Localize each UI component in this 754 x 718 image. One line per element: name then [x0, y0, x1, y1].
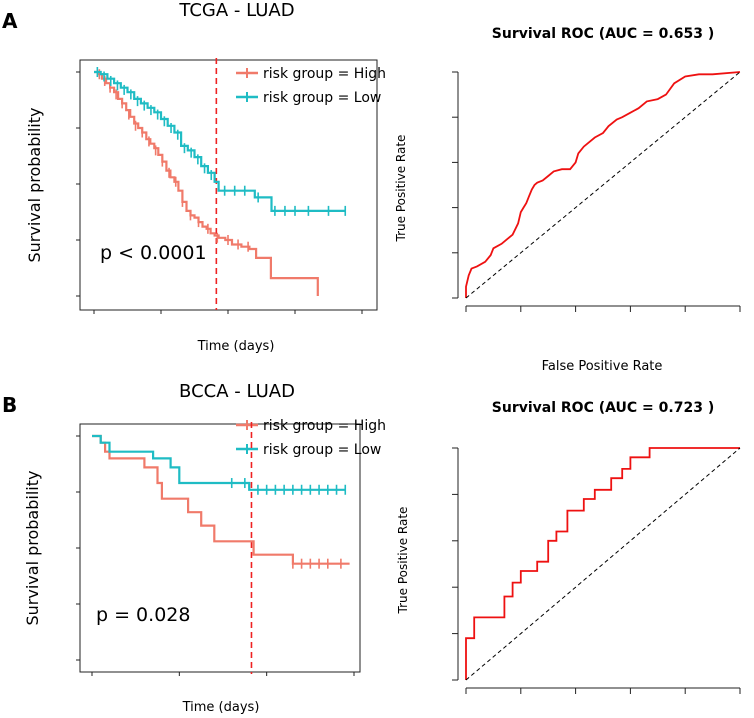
- km-xlabel-bcca: Time (days): [182, 700, 260, 715]
- roc-title-tcga: Survival ROC (AUC = 0.653 ): [492, 26, 714, 42]
- roc-chart-bcca: Survival ROC (AUC = 0.723 ) True Positiv…: [396, 400, 741, 694]
- km-pvalue-bcca: p = 0.028: [96, 604, 190, 626]
- legend-low-bcca: risk group = Low: [263, 442, 381, 458]
- km-title-tcga: TCGA - LUAD: [178, 0, 294, 21]
- roc-title-bcca: Survival ROC (AUC = 0.723 ): [492, 400, 714, 416]
- km-chart-tcga: TCGA - LUAD Survival probability Time (d…: [25, 0, 386, 354]
- roc-curve-0: [465, 71, 741, 298]
- km-plot-frame-bcca: [79, 423, 361, 673]
- km-legend-bcca: risk group = High risk group = Low: [236, 418, 386, 458]
- legend-high-bcca: risk group = High: [263, 418, 386, 434]
- km-chart-bcca: BCCA - LUAD Survival probability Time (d…: [23, 381, 386, 715]
- km-title-bcca: BCCA - LUAD: [179, 381, 295, 402]
- panel-label-a: A: [2, 9, 18, 33]
- km-curve-1: [92, 434, 346, 491]
- km-curve-0: [92, 434, 350, 565]
- reference-diagonal: [465, 447, 741, 681]
- km-xlabel-tcga: Time (days): [197, 339, 275, 354]
- roc-ylabel-bcca: True Positive Rate: [396, 507, 410, 615]
- roc-curve-0: [465, 447, 740, 680]
- km-legend-tcga: risk group = High risk group = Low: [236, 66, 386, 106]
- roc-chart-tcga: Survival ROC (AUC = 0.653 ) True Positiv…: [394, 26, 741, 374]
- km-curve-1: [94, 70, 346, 212]
- legend-low-tcga: risk group = Low: [263, 90, 381, 106]
- roc-ylabel-tcga: True Positive Rate: [394, 135, 408, 243]
- km-ylabel-tcga: Survival probability: [25, 108, 44, 263]
- panel-label-b: B: [2, 393, 17, 417]
- km-ylabel-bcca: Survival probability: [23, 471, 42, 626]
- legend-high-tcga: risk group = High: [263, 66, 386, 82]
- km-pvalue-tcga: p < 0.0001: [100, 242, 207, 264]
- reference-diagonal: [465, 71, 741, 299]
- roc-xlabel-tcga: False Positive Rate: [542, 359, 663, 374]
